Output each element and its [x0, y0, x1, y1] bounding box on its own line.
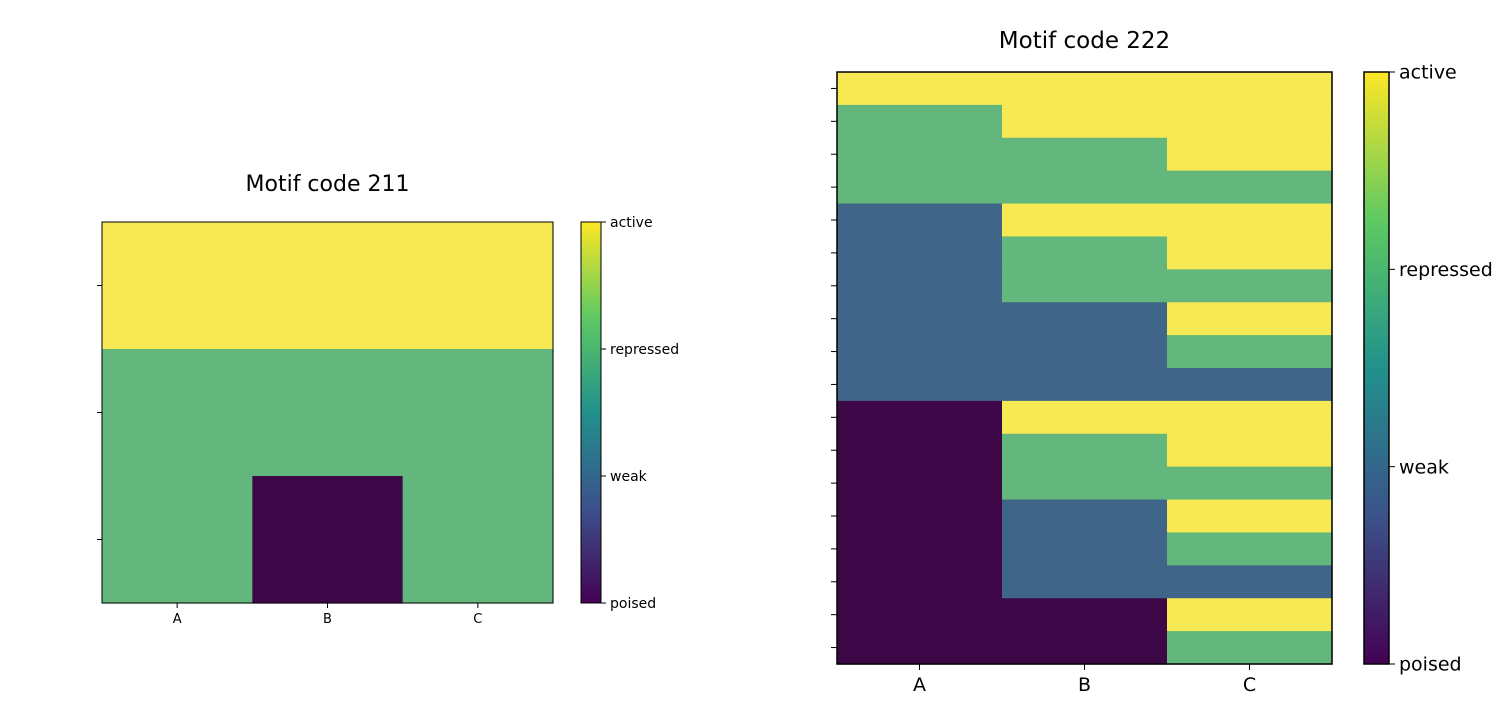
- colorbar-tick-label: poised: [610, 596, 656, 612]
- heatmap-cell: [1167, 466, 1333, 501]
- heatmap-cell: [252, 349, 404, 477]
- heatmap-cell: [1167, 565, 1333, 599]
- heatmap-cell: [837, 565, 1003, 599]
- heatmap-cell: [837, 104, 1003, 139]
- heatmap-cell: [837, 170, 1003, 205]
- heatmap-cell: [1167, 104, 1333, 139]
- heatmap-cell: [1002, 368, 1168, 402]
- heatmap-cell: [1167, 335, 1333, 369]
- colorbar-tick-label: active: [610, 215, 653, 231]
- heatmap-cell: [1167, 137, 1333, 172]
- heatmap-cell: [252, 476, 404, 604]
- heatmap-cell: [1167, 170, 1333, 205]
- heatmap-cell: [1167, 72, 1333, 106]
- heatmap-cell: [837, 236, 1003, 270]
- heatmap-cell: [1167, 532, 1333, 566]
- heatmap-cell: [1167, 433, 1333, 468]
- heatmap-cell: [102, 476, 253, 604]
- colorbar-tick-label: repressed: [610, 342, 679, 358]
- heatmap-cell: [1002, 302, 1168, 336]
- heatmap-cell: [1167, 368, 1333, 402]
- heatmap-cell: [102, 349, 253, 477]
- heatmap-cell: [1002, 433, 1168, 468]
- heatmap-cell: [837, 137, 1003, 172]
- chart-title-211: Motif code 211: [245, 172, 410, 197]
- colorbar-tick-label: active: [1399, 62, 1457, 84]
- heatmap-cell: [402, 349, 554, 477]
- heatmap-cell: [1002, 400, 1168, 435]
- heatmap-cell: [1002, 565, 1168, 599]
- heatmap-cell: [837, 631, 1003, 665]
- heatmap-cell: [837, 532, 1003, 566]
- heatmap-cell: [1167, 269, 1333, 303]
- heatmap-cell: [1002, 269, 1168, 303]
- heatmap-cell: [837, 433, 1003, 468]
- heatmap-cell: [837, 368, 1003, 402]
- heatmap-cell: [1002, 598, 1168, 632]
- heatmap-cell: [837, 72, 1003, 106]
- heatmap-cell: [402, 476, 554, 604]
- x-tick-label: C: [1243, 674, 1256, 696]
- heatmap-cell: [1002, 72, 1168, 106]
- heatmap-cell: [1002, 170, 1168, 205]
- heatmap-cell: [1167, 203, 1333, 238]
- heatmap-cell: [1167, 499, 1333, 534]
- heatmap-cell: [1167, 302, 1333, 336]
- heatmap-cell: [1002, 499, 1168, 534]
- x-tick-label: C: [473, 612, 482, 627]
- heatmap-cell: [837, 499, 1003, 534]
- x-tick-label: A: [913, 674, 926, 696]
- heatmap-cell: [1167, 598, 1333, 632]
- heatmap-cell: [102, 222, 253, 350]
- heatmap-cell: [837, 400, 1003, 435]
- heatmap-cell: [1002, 532, 1168, 566]
- heatmap-cell: [1002, 236, 1168, 270]
- heatmap-cell: [837, 466, 1003, 501]
- heatmap-cell: [1002, 203, 1168, 238]
- heatmap-cell: [837, 335, 1003, 369]
- colorbar-tick-label: poised: [1399, 654, 1462, 676]
- x-tick-label: A: [173, 612, 182, 627]
- colorbar-tick-label: repressed: [1399, 259, 1493, 281]
- heatmap-cell: [402, 222, 554, 350]
- heatmap-cell: [1002, 335, 1168, 369]
- heatmap-cell: [1002, 137, 1168, 172]
- heatmap-cell: [837, 598, 1003, 632]
- heatmap-cell: [837, 269, 1003, 303]
- heatmap-cell: [1002, 631, 1168, 665]
- x-tick-label: B: [1078, 674, 1091, 696]
- colorbar-tick-label: weak: [1399, 456, 1449, 478]
- colorbar-222: [1364, 72, 1389, 664]
- heatmap-cell: [837, 302, 1003, 336]
- heatmap-cell: [252, 222, 404, 350]
- x-tick-label: B: [323, 612, 332, 627]
- heatmap-cell: [837, 203, 1003, 238]
- heatmap-cell: [1167, 631, 1333, 665]
- chart-title-222: Motif code 222: [998, 28, 1171, 54]
- heatmap-cell: [1002, 104, 1168, 139]
- heatmap-cell: [1002, 466, 1168, 501]
- colorbar-tick-label: weak: [610, 469, 648, 485]
- heatmap-cell: [1167, 236, 1333, 270]
- colorbar-211: [581, 222, 601, 603]
- heatmap-cell: [1167, 400, 1333, 435]
